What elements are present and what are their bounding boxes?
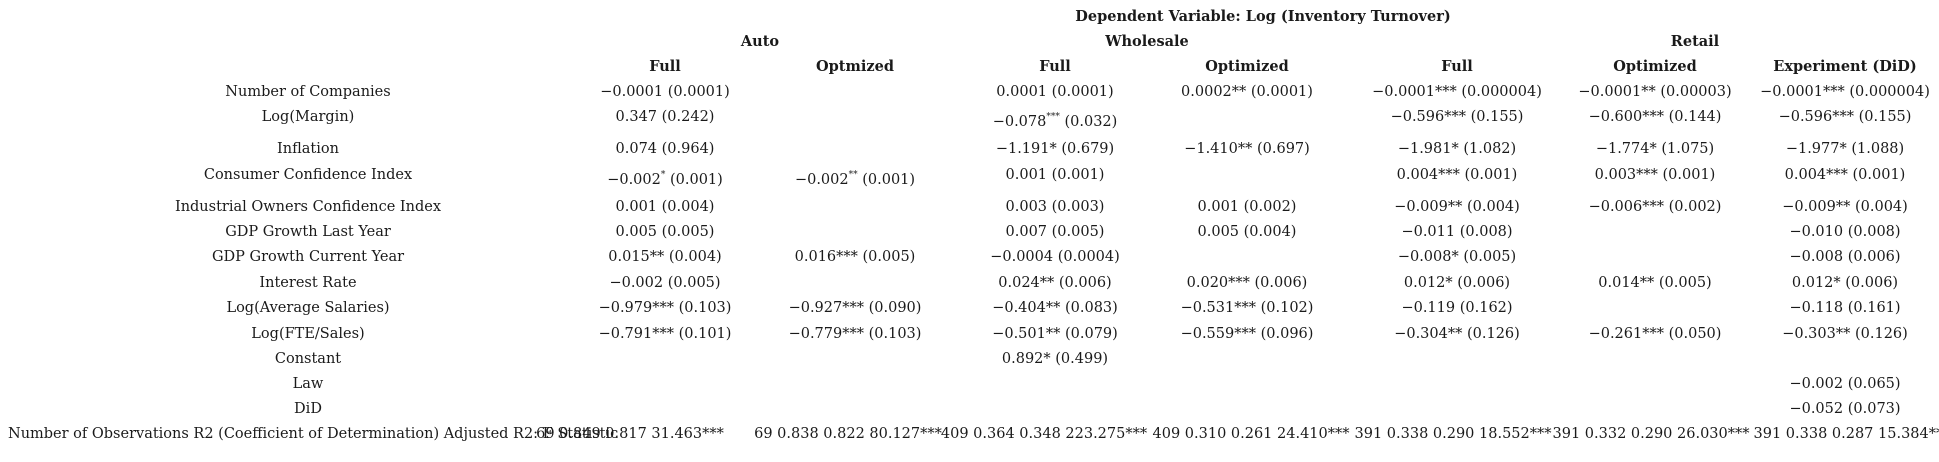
table-cell: −0.002* (0.001): [607, 170, 723, 188]
table-cell: 0.074 (0.964): [615, 141, 715, 157]
group-header: Retail: [1670, 33, 1720, 50]
table-cell: −0.0001** (0.00003): [1578, 84, 1732, 100]
column-header: Experiment (DiD): [1773, 58, 1917, 75]
table-cell: 0.001 (0.002): [1197, 199, 1297, 215]
row-label: Inflation: [277, 141, 339, 157]
table-cell: −1.774* (1.075): [1595, 141, 1715, 157]
stats-cell: 391 0.338 0.287 15.384***: [1753, 426, 1939, 442]
table-cell: 0.020*** (0.006): [1186, 275, 1308, 291]
row-label: GDP Growth Current Year: [211, 249, 405, 265]
table-cell: −0.119 (0.162): [1401, 300, 1513, 316]
row-label: DiD: [294, 401, 322, 417]
column-header: Optimized: [1613, 58, 1697, 75]
table-cell: 0.007 (0.005): [1005, 224, 1105, 240]
table-cell: −0.303** (0.126): [1782, 326, 1908, 342]
table-cell: −0.304** (0.126): [1394, 326, 1520, 342]
row-label: Constant: [274, 351, 342, 367]
table-cell: 0.014** (0.005): [1598, 275, 1712, 291]
table-cell: 0.004*** (0.001): [1396, 167, 1518, 183]
table-cell: 0.0002** (0.0001): [1181, 84, 1313, 100]
table-cell: −0.002** (0.001): [794, 170, 916, 188]
table-cell: −0.501** (0.079): [992, 326, 1118, 342]
table-cell: −0.0001*** (0.000004): [1760, 84, 1930, 100]
group-header: Auto: [740, 33, 780, 50]
table-cell: 0.347 (0.242): [615, 109, 715, 125]
table-cell: −0.404** (0.083): [992, 300, 1118, 316]
table-cell: −0.596*** (0.155): [1778, 109, 1912, 125]
table-cell: −1.977* (1.088): [1785, 141, 1905, 157]
stats-cell: 69 0.838 0.822 80.127***: [754, 426, 942, 442]
table-cell: −0.006*** (0.002): [1588, 199, 1722, 215]
stats-cell: 391 0.332 0.290 26.030***: [1552, 426, 1750, 442]
table-cell: −0.0001*** (0.000004): [1372, 84, 1542, 100]
column-header: Full: [649, 58, 681, 75]
table-cell: 0.003*** (0.001): [1594, 167, 1716, 183]
row-label: Log(FTE/Sales): [251, 326, 365, 342]
column-header: Optmized: [816, 58, 894, 75]
table-cell: −0.779*** (0.103): [788, 326, 922, 342]
row-label: Law: [292, 376, 324, 392]
table-cell: −0.002 (0.065): [1789, 376, 1901, 392]
table-cell: −0.596*** (0.155): [1390, 109, 1524, 125]
stats-cell: 69 0.849 0.817 31.463***: [536, 426, 724, 442]
table-cell: −0.008* (0.005): [1397, 249, 1517, 265]
row-label: Industrial Owners Confidence Index: [174, 199, 442, 215]
table-cell: 0.005 (0.004): [1197, 224, 1297, 240]
table-cell: 0.016*** (0.005): [794, 249, 916, 265]
table-cell: −0.261*** (0.050): [1588, 326, 1722, 342]
table-cell: −0.009** (0.004): [1782, 199, 1908, 215]
table-cell: −0.979*** (0.103): [598, 300, 732, 316]
stats-cell: 409 0.310 0.261 24.410***: [1152, 426, 1350, 442]
row-label: Log(Margin): [261, 109, 355, 125]
table-cell: −0.118 (0.161): [1789, 300, 1901, 316]
table-cell: −0.009** (0.004): [1394, 199, 1520, 215]
table-cell: 0.012* (0.006): [1791, 275, 1899, 291]
table-cell: 0.004*** (0.001): [1784, 167, 1906, 183]
table-cell: 0.0001 (0.0001): [996, 84, 1114, 100]
table-cell: 0.892* (0.499): [1001, 351, 1109, 367]
row-label: Number of Companies: [225, 84, 391, 100]
table-cell: 0.015** (0.004): [608, 249, 722, 265]
table-cell: −0.927*** (0.090): [788, 300, 922, 316]
row-label: Consumer Confidence Index: [203, 167, 413, 183]
table-cell: 0.001 (0.004): [615, 199, 715, 215]
stats-cell: 391 0.338 0.290 18.552***: [1354, 426, 1552, 442]
table-cell: −0.791*** (0.101): [598, 326, 732, 342]
table-cell: −0.078*** (0.032): [992, 112, 1118, 130]
row-label: Log(Average Salaries): [226, 300, 390, 316]
table-cell: −0.559*** (0.096): [1180, 326, 1314, 342]
table-cell: −0.011 (0.008): [1401, 224, 1513, 240]
dependent-variable-title: Dependent Variable: Log (Inventory Turno…: [1075, 8, 1451, 25]
table-cell: 0.012* (0.006): [1403, 275, 1511, 291]
table-cell: −0.008 (0.006): [1789, 249, 1901, 265]
table-cell: −1.410** (0.697): [1184, 141, 1310, 157]
column-header: Full: [1039, 58, 1071, 75]
table-cell: 0.001 (0.001): [1005, 167, 1105, 183]
table-cell: −0.0001 (0.0001): [600, 84, 730, 100]
group-header: Wholesale: [1105, 33, 1189, 50]
table-cell: −0.531*** (0.102): [1180, 300, 1314, 316]
table-cell: −0.0004 (0.0004): [990, 249, 1120, 265]
stats-row-label: Number of Observations R2 (Coefficient o…: [8, 426, 619, 442]
table-cell: 0.003 (0.003): [1005, 199, 1105, 215]
table-cell: −0.600*** (0.144): [1588, 109, 1722, 125]
table-cell: 0.024** (0.006): [998, 275, 1112, 291]
table-cell: −1.191* (0.679): [995, 141, 1115, 157]
table-cell: 0.005 (0.005): [615, 224, 715, 240]
table-cell: −0.010 (0.008): [1789, 224, 1901, 240]
stats-cell: 409 0.364 0.348 223.275***: [940, 426, 1148, 442]
column-header: Full: [1441, 58, 1473, 75]
row-label: GDP Growth Last Year: [225, 224, 391, 240]
row-label: Interest Rate: [259, 275, 357, 291]
table-cell: −1.981* (1.082): [1397, 141, 1517, 157]
table-cell: −0.052 (0.073): [1789, 401, 1901, 417]
column-header: Optimized: [1205, 58, 1289, 75]
table-cell: −0.002 (0.005): [609, 275, 721, 291]
